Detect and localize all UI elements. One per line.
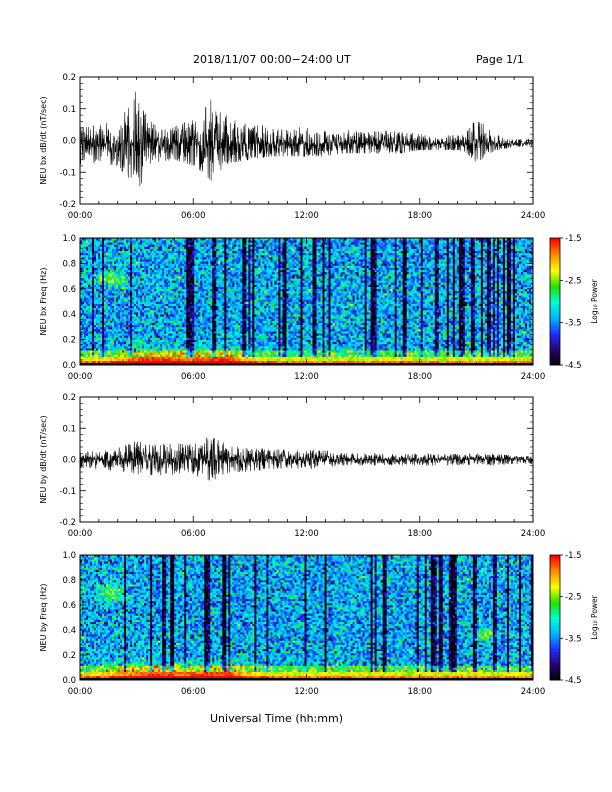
x-tick-label-2-0: 00:00 bbox=[68, 529, 93, 539]
x-axis-label: Universal Time (hh:mm) bbox=[210, 712, 343, 725]
spectrogram-bx-spec bbox=[80, 238, 533, 365]
colorbar-tick-1-0: -1.5 bbox=[565, 234, 582, 244]
x-tick-label-1-2: 12:00 bbox=[294, 372, 319, 382]
x-tick-label-0-2: 12:00 bbox=[294, 211, 319, 221]
y-tick-label-2-3: 0.1 bbox=[62, 424, 76, 434]
x-tick-label-0-1: 06:00 bbox=[181, 211, 206, 221]
y-tick-label-0-4: 0.2 bbox=[62, 73, 76, 83]
x-tick-label-0-4: 24:00 bbox=[521, 211, 546, 221]
x-tick-label-2-4: 24:00 bbox=[521, 529, 546, 539]
x-tick-label-3-2: 12:00 bbox=[294, 687, 319, 697]
x-tick-label-1-4: 24:00 bbox=[521, 372, 546, 382]
x-tick-label-1-3: 18:00 bbox=[408, 372, 433, 382]
x-tick-label-2-1: 06:00 bbox=[181, 529, 206, 539]
y-axis-label-1: NEU bx Freq (Hz) bbox=[39, 268, 48, 336]
y-tick-label-1-0: 0.0 bbox=[62, 361, 76, 371]
x-tick-label-0-3: 18:00 bbox=[408, 211, 433, 221]
colorbar-by-spec: -1.5 -2.5 -3.5 -4.5 Log₁₀ Power bbox=[550, 551, 599, 686]
colorbar-tick-3-2: -3.5 bbox=[565, 634, 582, 644]
y-tick-label-1-5: 1.0 bbox=[62, 234, 76, 244]
x-tick-label-3-0: 00:00 bbox=[68, 687, 93, 697]
y-tick-label-3-5: 1.0 bbox=[62, 551, 76, 561]
colorbar-tick-1-2: -3.5 bbox=[565, 319, 582, 329]
spectrogram-by-spec bbox=[80, 555, 533, 680]
colorbar-label-1: Log₁₀ Power bbox=[590, 278, 599, 323]
x-tick-label-1-0: 00:00 bbox=[68, 372, 93, 382]
y-tick-label-3-4: 0.8 bbox=[62, 576, 76, 586]
y-tick-label-3-0: 0.0 bbox=[62, 676, 76, 686]
x-tick-label-2-3: 18:00 bbox=[408, 529, 433, 539]
colorbar-tick-1-3: -4.5 bbox=[565, 361, 582, 371]
y-tick-label-3-2: 0.4 bbox=[62, 626, 76, 636]
colorbar-tick-1-1: -2.5 bbox=[565, 276, 582, 286]
y-tick-label-2-2: 0.0 bbox=[62, 456, 76, 466]
y-tick-label-1-1: 0.2 bbox=[62, 336, 76, 346]
trace-by-dbdt bbox=[80, 437, 533, 480]
y-tick-label-1-3: 0.6 bbox=[62, 285, 76, 295]
x-tick-label-3-3: 18:00 bbox=[408, 687, 433, 697]
y-tick-label-3-1: 0.2 bbox=[62, 651, 76, 661]
x-tick-label-0-0: 00:00 bbox=[68, 211, 93, 221]
y-tick-label-1-4: 0.8 bbox=[62, 259, 76, 269]
x-tick-label-1-1: 06:00 bbox=[181, 372, 206, 382]
y-tick-label-0-3: 0.1 bbox=[62, 105, 76, 115]
y-tick-label-0-2: 0.0 bbox=[62, 137, 76, 147]
trace-bx-dbdt bbox=[80, 92, 533, 186]
y-axis-label-3: NEU by Freq (Hz) bbox=[39, 584, 48, 652]
y-tick-label-1-2: 0.4 bbox=[62, 310, 76, 320]
colorbar-tick-3-0: -1.5 bbox=[565, 551, 582, 561]
colorbar-label-3: Log₁₀ Power bbox=[590, 594, 599, 639]
y-axis-label-2: NEU by dB/dt (nT/sec) bbox=[39, 415, 48, 503]
x-tick-label-3-1: 06:00 bbox=[181, 687, 206, 697]
y-tick-label-2-4: 0.2 bbox=[62, 393, 76, 403]
y-tick-label-0-0: -0.2 bbox=[59, 200, 76, 210]
x-tick-label-3-4: 24:00 bbox=[521, 687, 546, 697]
y-axis-label-0: NEU bx dB/dt (nT/sec) bbox=[39, 96, 48, 184]
y-tick-label-0-1: -0.1 bbox=[59, 168, 76, 178]
colorbar-tick-3-1: -2.5 bbox=[565, 593, 582, 603]
colorbar-tick-3-3: -4.5 bbox=[565, 676, 582, 686]
y-tick-label-3-3: 0.6 bbox=[62, 601, 76, 611]
y-tick-label-2-0: -0.2 bbox=[59, 518, 76, 528]
y-tick-label-2-1: -0.1 bbox=[59, 487, 76, 497]
colorbar-bx-spec: -1.5 -2.5 -3.5 -4.5 Log₁₀ Power bbox=[550, 234, 599, 371]
x-tick-label-2-2: 12:00 bbox=[294, 529, 319, 539]
